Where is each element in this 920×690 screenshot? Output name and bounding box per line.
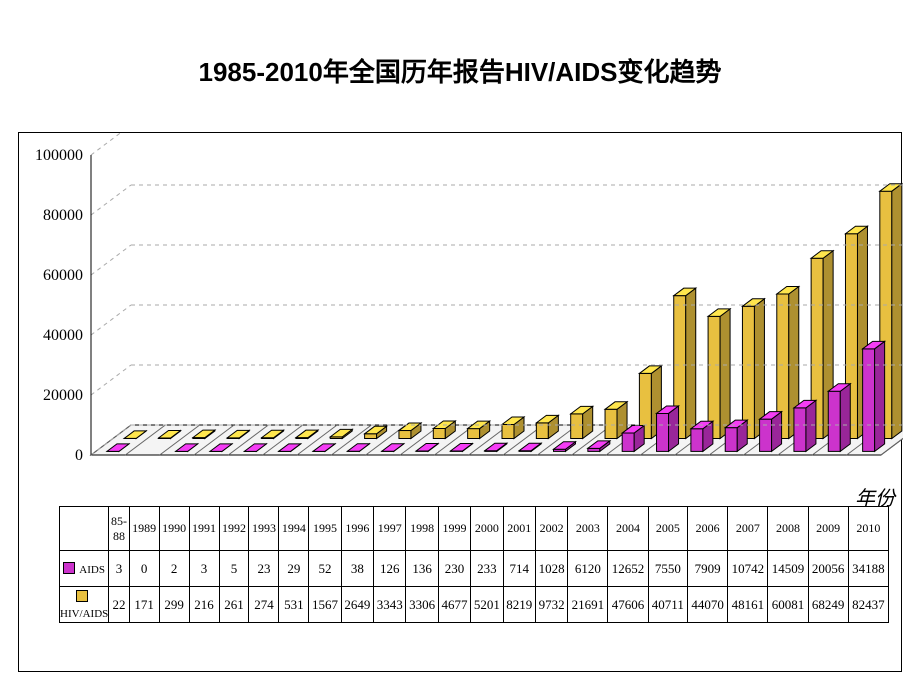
table-row-aids: AIDS302352329523812613623023371410286120… bbox=[60, 551, 889, 587]
data-cell: 3343 bbox=[374, 587, 406, 623]
year-cell: 2000 bbox=[471, 507, 503, 551]
year-cell: 85-88 bbox=[109, 507, 129, 551]
data-cell: 40711 bbox=[648, 587, 688, 623]
ytick-label: 60000 bbox=[43, 267, 83, 284]
year-label-text: 年份 bbox=[855, 488, 895, 510]
data-cell: 44070 bbox=[688, 587, 728, 623]
year-cell: 2005 bbox=[648, 507, 688, 551]
data-cell: 34188 bbox=[848, 551, 888, 587]
data-cell: 7550 bbox=[648, 551, 688, 587]
year-cell: 2007 bbox=[728, 507, 768, 551]
year-cell: 1996 bbox=[341, 507, 373, 551]
year-cell: 1992 bbox=[219, 507, 249, 551]
data-cell: 261 bbox=[219, 587, 249, 623]
year-cell: 1991 bbox=[189, 507, 219, 551]
data-cell: 48161 bbox=[728, 587, 768, 623]
data-cell: 1028 bbox=[535, 551, 567, 587]
legend-cell: HIV/AIDS bbox=[60, 587, 109, 623]
year-cell: 2003 bbox=[568, 507, 608, 551]
data-cell: 12652 bbox=[608, 551, 648, 587]
legend-cell: AIDS bbox=[60, 551, 109, 587]
data-cell: 2649 bbox=[341, 587, 373, 623]
ytick-label: 20000 bbox=[43, 387, 83, 404]
year-cell: 1995 bbox=[309, 507, 341, 551]
data-cell: 216 bbox=[189, 587, 219, 623]
data-cell: 136 bbox=[406, 551, 438, 587]
data-cell: 2 bbox=[159, 551, 189, 587]
data-cell: 7909 bbox=[688, 551, 728, 587]
data-cell: 52 bbox=[309, 551, 341, 587]
data-cell: 22 bbox=[109, 587, 129, 623]
table-row-years: 85-8819891990199119921993199419951996199… bbox=[60, 507, 889, 551]
year-cell: 2004 bbox=[608, 507, 648, 551]
data-cell: 23 bbox=[249, 551, 279, 587]
legend-swatch bbox=[63, 562, 75, 574]
year-cell: 2002 bbox=[535, 507, 567, 551]
year-cell: 1994 bbox=[279, 507, 309, 551]
year-cell: 2006 bbox=[688, 507, 728, 551]
chart-axes: 0 20000 40000 60000 80000 100000 bbox=[19, 133, 903, 473]
ytick-label: 40000 bbox=[43, 327, 83, 344]
data-cell: 38 bbox=[341, 551, 373, 587]
data-cell: 68249 bbox=[808, 587, 848, 623]
data-cell: 531 bbox=[279, 587, 309, 623]
data-cell: 29 bbox=[279, 551, 309, 587]
data-cell: 3 bbox=[109, 551, 129, 587]
year-cell: 2010 bbox=[848, 507, 888, 551]
data-cell: 171 bbox=[129, 587, 159, 623]
year-cell: 2009 bbox=[808, 507, 848, 551]
legend-label: HIV/AIDS bbox=[60, 608, 108, 620]
table-row-hivaids: HIV/AIDS22171299216261274531156726493343… bbox=[60, 587, 889, 623]
year-cell: 1993 bbox=[249, 507, 279, 551]
year-cell: 1997 bbox=[374, 507, 406, 551]
data-cell: 9732 bbox=[535, 587, 567, 623]
x-axis-label: 年份 bbox=[855, 482, 895, 511]
data-cell: 5 bbox=[219, 551, 249, 587]
year-cell: 1999 bbox=[438, 507, 470, 551]
ytick-label: 100000 bbox=[35, 147, 83, 164]
data-cell: 8219 bbox=[503, 587, 535, 623]
data-cell: 230 bbox=[438, 551, 470, 587]
ytick-label: 80000 bbox=[43, 207, 83, 224]
legend-swatch bbox=[76, 590, 88, 602]
year-cell: 2008 bbox=[768, 507, 808, 551]
data-cell: 47606 bbox=[608, 587, 648, 623]
data-cell: 5201 bbox=[471, 587, 503, 623]
data-cell: 0 bbox=[129, 551, 159, 587]
data-cell: 82437 bbox=[848, 587, 888, 623]
data-cell: 274 bbox=[249, 587, 279, 623]
year-cell: 1989 bbox=[129, 507, 159, 551]
data-cell: 3 bbox=[189, 551, 219, 587]
data-cell: 126 bbox=[374, 551, 406, 587]
data-cell: 3306 bbox=[406, 587, 438, 623]
data-cell: 4677 bbox=[438, 587, 470, 623]
year-cell: 1998 bbox=[406, 507, 438, 551]
data-cell: 14509 bbox=[768, 551, 808, 587]
chart-container: 020000400006000080000100000 85-881989199… bbox=[18, 132, 902, 672]
ytick-label: 0 bbox=[75, 447, 83, 464]
data-cell: 233 bbox=[471, 551, 503, 587]
data-cell: 6120 bbox=[568, 551, 608, 587]
data-cell: 299 bbox=[159, 587, 189, 623]
data-cell: 1567 bbox=[309, 587, 341, 623]
data-table: 85-8819891990199119921993199419951996199… bbox=[59, 506, 889, 623]
year-cell: 1990 bbox=[159, 507, 189, 551]
legend-label: AIDS bbox=[79, 564, 105, 576]
data-cell: 20056 bbox=[808, 551, 848, 587]
page-title: 1985-2010年全国历年报告HIV/AIDS变化趋势 bbox=[0, 0, 920, 89]
title-text: 1985-2010年全国历年报告HIV/AIDS变化趋势 bbox=[198, 57, 721, 87]
data-cell: 21691 bbox=[568, 587, 608, 623]
year-cell: 2001 bbox=[503, 507, 535, 551]
data-cell: 10742 bbox=[728, 551, 768, 587]
data-cell: 714 bbox=[503, 551, 535, 587]
data-cell: 60081 bbox=[768, 587, 808, 623]
